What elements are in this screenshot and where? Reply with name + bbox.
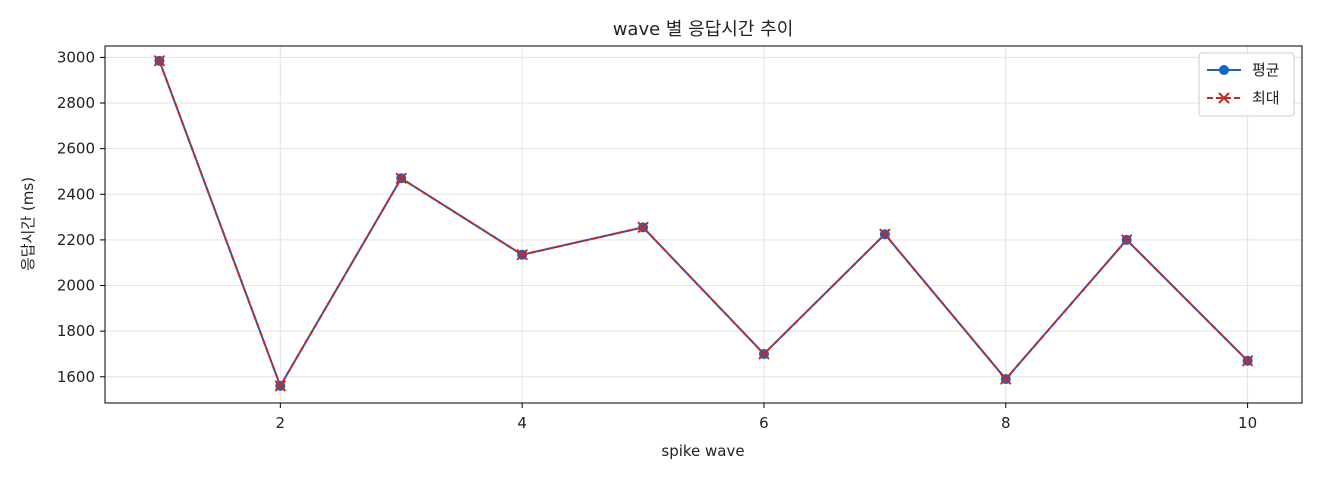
x-axis-label: spike wave: [661, 442, 744, 460]
data-point-x: [274, 380, 286, 392]
data-point-x: [516, 249, 528, 261]
y-tick-label: 3000: [57, 48, 95, 66]
axis-ticks: 2 4 6 8 10 1600 1800 2000 2200 2400 2600 2800 3000: [57, 48, 1257, 432]
x-tick-label: 8: [1001, 414, 1011, 432]
y-tick-label: 2200: [57, 231, 95, 249]
plot-frame: [104, 45, 1303, 404]
legend-circle-marker: [1219, 65, 1229, 75]
series-line: [158, 60, 1249, 387]
grid-lines: [105, 46, 1302, 403]
x-tick-label: 2: [276, 414, 286, 432]
data-point-x: [1000, 373, 1012, 385]
data-point-x: [1242, 355, 1254, 367]
data-point-x: [153, 55, 165, 67]
x-tick-label: 6: [759, 414, 769, 432]
data-point-x: [395, 172, 407, 184]
y-tick-label: 2600: [57, 140, 95, 158]
y-axis-label: 응답시간 (ms): [19, 177, 37, 271]
data-point-x: [879, 228, 891, 240]
data-point-x: [1121, 234, 1133, 246]
y-tick-label: 2400: [57, 185, 95, 203]
x-tick-label: 10: [1238, 414, 1257, 432]
legend-entry: 최대: [1207, 89, 1280, 107]
chart-title: wave 별 응답시간 추이: [613, 19, 794, 40]
data-point-x: [637, 221, 649, 233]
legend-label: 평균: [1252, 61, 1280, 79]
series-2: [153, 55, 1254, 392]
y-tick-label: 2000: [57, 277, 95, 295]
y-tick-label: 1800: [57, 322, 95, 340]
legend-box: [1198, 52, 1295, 117]
legend-entry: 평균: [1207, 61, 1280, 79]
x-tick-label: 4: [517, 414, 527, 432]
y-tick-label: 2800: [57, 94, 95, 112]
y-tick-label: 1600: [57, 368, 95, 386]
data-point-x: [758, 348, 770, 360]
legend-label: 최대: [1252, 89, 1280, 107]
legend-x-marker: [1218, 92, 1230, 104]
series-layer: [153, 55, 1254, 392]
